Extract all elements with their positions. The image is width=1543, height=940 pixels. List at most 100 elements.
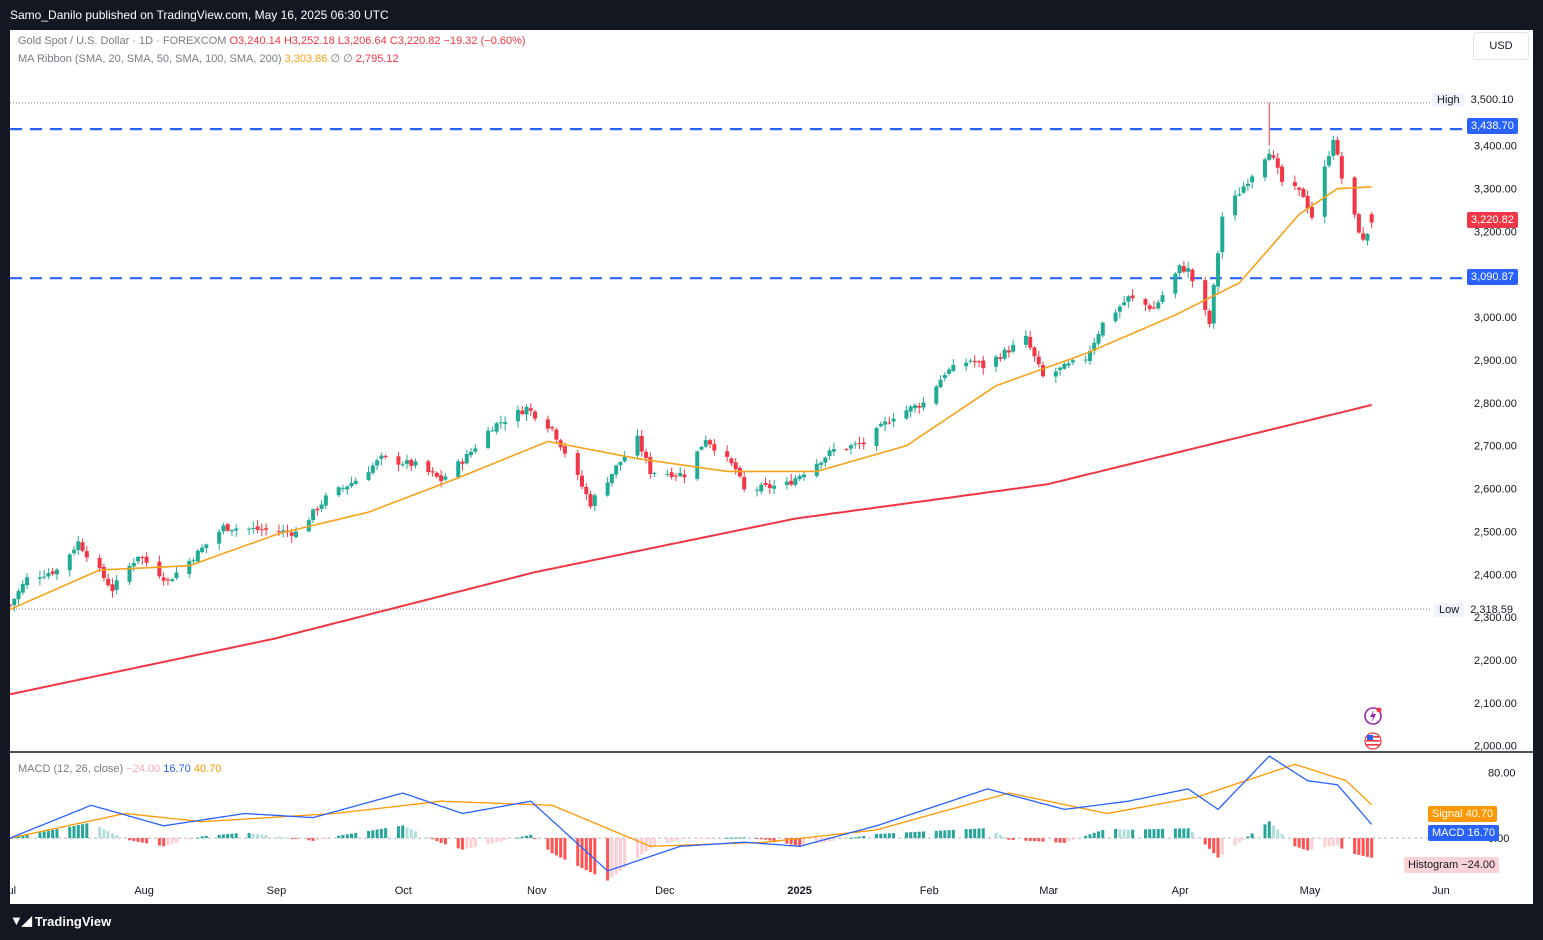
macd-histogram-bar xyxy=(315,838,319,840)
candle-body xyxy=(144,556,149,563)
candle-body xyxy=(413,461,418,466)
macd-tag-label: MACD xyxy=(1432,827,1465,839)
candle-body xyxy=(729,458,734,464)
candle-body xyxy=(891,418,896,422)
macd-histogram-bar xyxy=(708,838,712,840)
candle-body xyxy=(1186,268,1191,272)
macd-histogram-bar xyxy=(973,828,977,839)
candle-body xyxy=(1233,195,1238,216)
macd-histogram-bar xyxy=(1207,838,1211,849)
ohlc-high: H3,252.18 xyxy=(283,35,335,47)
candle-body xyxy=(25,577,30,586)
candle-body xyxy=(217,531,222,544)
macd-histogram-bar xyxy=(1276,829,1280,839)
candle-body xyxy=(20,583,25,593)
candle-body xyxy=(281,530,286,533)
candle-body xyxy=(1173,273,1178,294)
candle-body xyxy=(494,423,499,432)
candle-body xyxy=(1117,306,1122,312)
candle-body xyxy=(755,489,760,491)
macd-histogram-bar xyxy=(943,830,947,839)
price-tick-label: 2,800.00 xyxy=(1474,398,1517,410)
us-flag-icon[interactable] xyxy=(1364,732,1382,750)
currency-selector[interactable]: USD xyxy=(1473,32,1529,60)
candle-body xyxy=(443,476,448,480)
candle-body xyxy=(853,443,858,445)
macd-histogram-bar xyxy=(665,838,669,844)
chart-area[interactable]: 3,400.00 3,300.00 3,200.00 3,000.00 2,900.00… xyxy=(10,30,1533,904)
macd-histogram-bar xyxy=(994,832,998,839)
macd-histogram-bar xyxy=(106,831,110,839)
candle-body xyxy=(50,571,55,574)
candle-body xyxy=(503,422,508,425)
candle-body xyxy=(486,430,491,448)
candle-body xyxy=(1297,187,1302,190)
macd-histogram-bar xyxy=(443,838,447,845)
candle-body xyxy=(294,531,298,537)
macd-histogram-bar xyxy=(712,838,716,840)
footer-bar xyxy=(0,904,1543,940)
time-axis-label: May xyxy=(1300,885,1321,897)
ohlc-low: L3,206.64 xyxy=(337,35,387,47)
macd-histogram-bar xyxy=(981,828,985,839)
price-tick-label: 2,200.00 xyxy=(1474,655,1517,667)
macd-histogram-bar xyxy=(670,838,674,842)
candle-body xyxy=(814,463,819,476)
price-tick-label: 3,000.00 xyxy=(1474,312,1517,324)
candle-body xyxy=(1207,310,1212,324)
candle-body xyxy=(793,478,798,485)
lightning-icon[interactable] xyxy=(1364,707,1382,725)
candle-body xyxy=(1190,269,1195,282)
macd-histogram-bar xyxy=(618,838,622,871)
macd-histogram-bar xyxy=(968,828,972,839)
candle-body xyxy=(1262,159,1267,178)
macd-histogram-bar xyxy=(593,838,597,875)
macd-histogram-bar xyxy=(1297,838,1301,848)
macd-histogram-bar xyxy=(1126,829,1130,839)
macd-histogram-bar xyxy=(725,837,729,839)
macd-histogram-bar xyxy=(1361,838,1365,856)
macd-histogram-bar xyxy=(85,823,89,839)
macd-histogram-bar xyxy=(1156,829,1160,839)
indicator-icons[interactable] xyxy=(1362,702,1392,762)
price-chart-svg[interactable]: 3,400.00 3,300.00 3,200.00 3,000.00 2,900.00… xyxy=(10,30,1533,904)
macd-histogram-bar xyxy=(1353,838,1357,854)
macd-histogram-bar xyxy=(42,831,46,839)
ma-label: MA Ribbon (SMA, 20, SMA, 50, SMA, 100, S… xyxy=(18,53,282,65)
candle-body xyxy=(1058,367,1063,370)
candle-body xyxy=(473,448,478,452)
candle-body xyxy=(439,475,444,481)
tradingview-logo[interactable]: ▼◢ TradingView xyxy=(10,913,111,929)
candle-body xyxy=(1100,322,1105,336)
candle-body xyxy=(1292,182,1297,187)
candle-body xyxy=(972,360,977,363)
macd-histogram-bar xyxy=(499,838,503,842)
macd-histogram-bar xyxy=(939,830,943,839)
candle-body xyxy=(131,562,136,567)
candle-body xyxy=(349,482,354,487)
macd-histogram-bar xyxy=(277,836,281,839)
macd-histogram-bar xyxy=(772,838,776,842)
candle-body xyxy=(1369,214,1374,223)
candle-body xyxy=(110,584,115,592)
macd-histogram-bar xyxy=(1178,828,1182,839)
macd-histogram-bar xyxy=(759,838,763,840)
candle-body xyxy=(37,577,42,579)
macd-histogram-bar xyxy=(25,834,29,839)
macd-histogram-bar xyxy=(81,824,85,839)
macd-histogram-bar xyxy=(367,830,371,839)
macd-histogram-bar xyxy=(1250,833,1254,839)
macd-histogram-bar xyxy=(678,838,682,840)
candle-body xyxy=(823,457,828,463)
macd-histogram-bar xyxy=(166,838,170,846)
candle-body xyxy=(490,430,495,432)
candle-body xyxy=(1237,194,1242,196)
macd-histogram-bar xyxy=(610,838,614,878)
time-axis-label: 2025 xyxy=(787,885,811,897)
candle-body xyxy=(673,475,678,477)
price-tick-label: 3,200.00 xyxy=(1474,226,1517,238)
macd-histogram-bar xyxy=(371,830,375,839)
macd-histogram-bar xyxy=(1336,838,1340,845)
macd-histogram-bar xyxy=(170,838,174,845)
candle-body xyxy=(678,473,683,477)
